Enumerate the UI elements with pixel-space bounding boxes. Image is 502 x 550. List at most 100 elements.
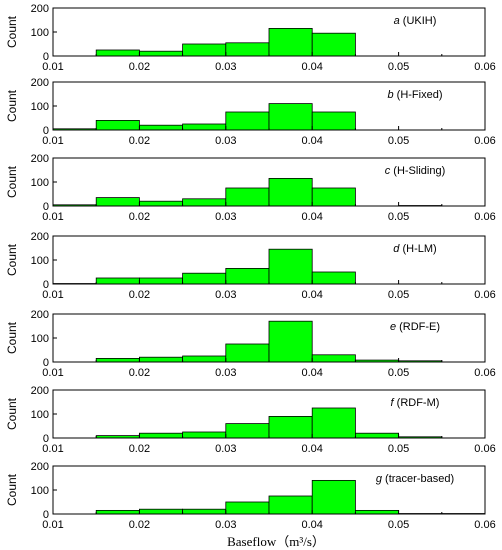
y-tick-label: 100	[31, 27, 49, 39]
y-tick-label: 0	[43, 51, 49, 63]
x-tick-label: 0.05	[388, 211, 409, 223]
bar-g-0	[95, 509, 140, 515]
x-tick-label: 0.05	[388, 367, 409, 379]
bar-a-2	[182, 43, 227, 57]
x-tick-label: 0.05	[388, 61, 409, 73]
bar-b-5	[268, 103, 313, 131]
panel-label: e (RDF-E)	[390, 321, 440, 333]
panel-letter: b	[387, 89, 393, 101]
panel-letter: a	[394, 15, 400, 27]
panel-label: f (RDF-M)	[391, 397, 440, 409]
y-axis-label: Count	[5, 243, 19, 276]
bar-f-1	[138, 432, 183, 439]
panel-letter: d	[393, 243, 400, 255]
bar-c-6	[311, 187, 356, 207]
panel-label-text: (H-Fixed)	[394, 89, 443, 101]
bar-e-0	[95, 357, 140, 363]
bar-b-6	[311, 111, 356, 131]
y-tick-label: 0	[43, 279, 49, 291]
panel-label: a (UKIH)	[394, 15, 437, 27]
x-tick-label: 0.03	[215, 211, 236, 223]
panels-group: 0.01 0.02 0.03 0.04 0.05 0.06 0 100 200 Count a (U…	[5, 3, 496, 531]
bar-c-3	[182, 198, 227, 207]
bar-a-1	[138, 50, 183, 57]
bar-g-6	[354, 509, 399, 515]
x-tick-label: 0.04	[301, 519, 322, 531]
y-tick-label: 100	[31, 101, 49, 113]
bar-a-0	[95, 49, 140, 57]
y-tick-label: 100	[31, 409, 49, 421]
bar-f-5	[311, 407, 356, 439]
x-tick-label: 0.06	[474, 443, 495, 455]
y-tick-label: 0	[43, 125, 49, 137]
bar-c-5	[268, 177, 313, 207]
x-tick-label: 0.02	[129, 135, 150, 147]
panel-letter: g	[376, 473, 383, 485]
y-tick-label: 100	[31, 177, 49, 189]
y-tick-label: 0	[43, 201, 49, 213]
bar-a-3	[225, 42, 270, 57]
panel-c: 0.01 0.02 0.03 0.04 0.05 0.06 0 100 200 Count c (H…	[5, 153, 496, 223]
bar-b-1	[95, 120, 140, 131]
x-tick-label: 0.04	[301, 367, 322, 379]
x-tick-label: 0.01	[42, 211, 63, 223]
bar-d-6	[311, 271, 356, 285]
panel-label: g (tracer-based)	[376, 473, 454, 485]
x-axis-label: Baseflow（m³/s）	[227, 534, 325, 549]
x-tick-label: 0.06	[474, 61, 495, 73]
x-tick-label: 0.06	[474, 135, 495, 147]
panel-label: c (H-Sliding)	[385, 165, 446, 177]
y-axis-label: Count	[5, 473, 19, 506]
y-tick-label: 200	[31, 3, 49, 15]
x-tick-label: 0.02	[129, 289, 150, 301]
bar-d-2	[138, 277, 183, 285]
x-tick-label: 0.06	[474, 519, 495, 531]
bar-e-5	[311, 354, 356, 363]
bar-g-5	[311, 479, 356, 515]
panel-label-text: (RDF-M)	[394, 397, 440, 409]
bar-d-5	[268, 248, 313, 285]
bar-e-2	[182, 355, 227, 363]
y-axis-label: Count	[5, 89, 19, 122]
panel-label-text: (H-Sliding)	[390, 165, 445, 177]
bar-f-6	[354, 432, 399, 439]
x-tick-label: 0.04	[301, 443, 322, 455]
bar-c-1	[95, 197, 140, 207]
x-tick-label: 0.02	[129, 367, 150, 379]
bar-g-1	[138, 508, 183, 515]
y-tick-label: 100	[31, 255, 49, 267]
panel-e: 0.01 0.02 0.03 0.04 0.05 0.06 0 100 200 Count e (R…	[5, 309, 496, 379]
y-tick-label: 200	[31, 77, 49, 89]
x-tick-label: 0.05	[388, 135, 409, 147]
x-tick-label: 0.02	[129, 443, 150, 455]
panel-label-text: (RDF-E)	[396, 321, 440, 333]
panel-f: 0.01 0.02 0.03 0.04 0.05 0.06 0 100 200 Count f (R…	[5, 385, 496, 455]
y-tick-label: 200	[31, 231, 49, 243]
bar-g-2	[182, 508, 227, 515]
panel-letter: f	[391, 397, 395, 409]
bar-c-2	[138, 200, 183, 207]
bar-b-3	[182, 123, 227, 131]
panel-label-text: (H-LM)	[399, 243, 436, 255]
x-tick-label: 0.02	[129, 61, 150, 73]
y-tick-label: 200	[31, 309, 49, 321]
bar-g-4	[268, 495, 313, 515]
x-tick-label: 0.04	[301, 289, 322, 301]
x-tick-label: 0.01	[42, 61, 63, 73]
bar-e-4	[268, 320, 313, 363]
y-axis-label: Count	[5, 15, 19, 48]
panel-label-text: (UKIH)	[400, 15, 437, 27]
y-axis-label: Count	[5, 321, 19, 354]
y-tick-label: 200	[31, 385, 49, 397]
x-tick-label: 0.06	[474, 367, 495, 379]
x-tick-label: 0.01	[42, 519, 63, 531]
x-tick-label: 0.01	[42, 289, 63, 301]
bar-g-3	[225, 501, 270, 515]
bar-a-5	[311, 32, 356, 57]
x-tick-label: 0.01	[42, 135, 63, 147]
x-tick-label: 0.03	[215, 135, 236, 147]
panel-label-text: (tracer-based)	[382, 473, 454, 485]
x-tick-label: 0.03	[215, 443, 236, 455]
x-tick-label: 0.02	[129, 211, 150, 223]
